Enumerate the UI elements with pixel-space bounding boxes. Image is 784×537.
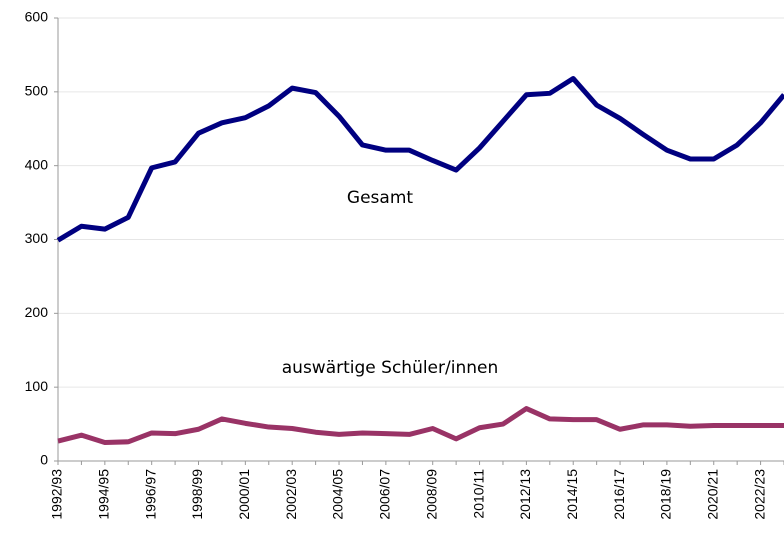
x-tick-label: 2010/11 — [470, 469, 486, 519]
y-tick-label: 300 — [25, 230, 49, 246]
x-tick-label: 1998/99 — [189, 469, 205, 520]
x-tick-label: 2006/07 — [377, 469, 393, 520]
x-tick-label: 2022/23 — [751, 469, 767, 520]
x-tick-label: 2016/17 — [611, 469, 627, 520]
series-label: auswärtige Schüler/innen — [282, 358, 499, 378]
y-tick-label: 0 — [40, 452, 48, 468]
x-tick-label: 2000/01 — [236, 469, 252, 520]
y-tick-label: 600 — [25, 9, 49, 25]
x-tick-label: 2008/09 — [423, 469, 439, 520]
x-tick-label: 1992/93 — [49, 469, 65, 520]
x-tick-label: 2014/15 — [564, 469, 580, 520]
x-tick-label: 2002/03 — [283, 469, 299, 520]
x-tick-label: 2012/13 — [517, 469, 533, 520]
x-tick-label: 1996/97 — [142, 469, 158, 520]
x-tick-label: 2004/05 — [330, 469, 346, 520]
line — [57, 406, 784, 446]
y-tick-label: 100 — [25, 378, 49, 394]
y-tick-label: 200 — [25, 304, 49, 320]
x-tick-label: 1994/95 — [96, 469, 112, 520]
x-tick-label: 2018/19 — [658, 469, 674, 520]
y-tick-label: 400 — [25, 156, 49, 172]
line — [56, 76, 784, 243]
series-label: Gesamt — [347, 188, 413, 208]
y-tick-label: 500 — [25, 83, 49, 99]
x-tick-label: 2020/21 — [704, 469, 720, 520]
